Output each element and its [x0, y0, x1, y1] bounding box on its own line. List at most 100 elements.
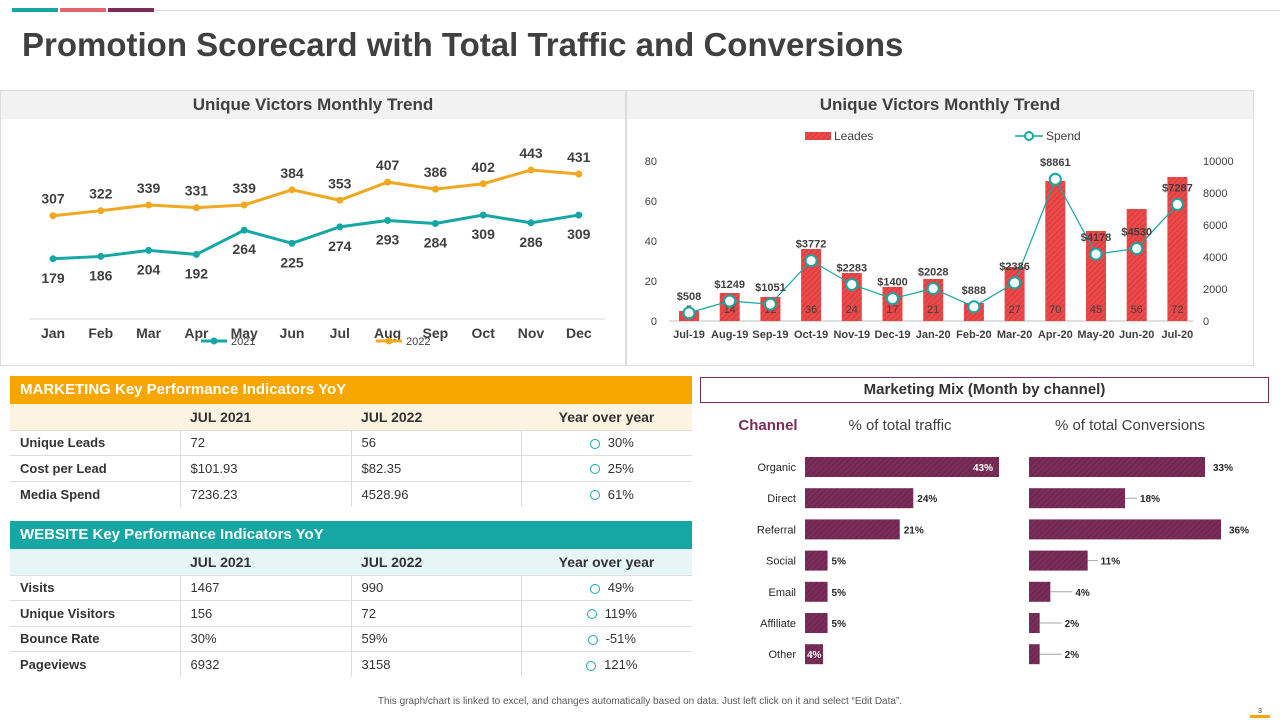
bar-value-label: 36 — [805, 304, 817, 316]
conversion-label: 18% — [1140, 494, 1160, 505]
conversion-bar — [1029, 457, 1205, 477]
bar-leades — [1126, 209, 1147, 321]
x-tick-label: May — [231, 325, 258, 341]
channel-label: Social — [766, 556, 796, 568]
traffic-bar — [805, 613, 828, 633]
data-point — [192, 250, 200, 258]
spend-label: $1249 — [714, 279, 745, 291]
x-tick-label: Jul-19 — [673, 329, 705, 341]
data-point — [431, 219, 439, 227]
kpi-yoy: 25% — [520, 455, 692, 481]
kpi-label: Bounce Rate — [10, 625, 180, 652]
x-tick-label: Oct — [472, 325, 496, 341]
table-row: Bounce Rate 30% 59% -51% — [10, 625, 692, 652]
conversion-bar — [1029, 519, 1221, 540]
data-point — [288, 186, 296, 194]
traffic-bar — [805, 550, 828, 571]
spend-label: $508 — [677, 291, 701, 303]
combo-chart: 02040608002000400060008000100005Jul-1914… — [645, 129, 1234, 341]
y-left-tick-label: 20 — [645, 276, 657, 288]
legend-marker — [210, 337, 218, 345]
table-row: Visits 1467 990 49% — [10, 574, 692, 601]
accent-bar-teal — [12, 8, 58, 12]
traffic-header: % of total traffic — [848, 417, 952, 434]
legend-marker-spend — [1024, 131, 1034, 141]
kpi-yoy-value: -51% — [605, 631, 636, 647]
traffic-bar — [805, 644, 824, 665]
x-tick-label: Apr — [184, 325, 209, 341]
marketing-kpi-header-row: JUL 2021 JUL 2022 Year over year — [10, 404, 692, 430]
spend-point — [1130, 242, 1144, 256]
website-kpi-table: JUL 2021 JUL 2022 Year over year Visits 1… — [10, 549, 692, 677]
col-header-jul2021: JUL 2021 — [190, 553, 252, 570]
top-rule — [154, 10, 1280, 11]
series-line-2021 — [52, 213, 580, 261]
kpi-value-2021: 156 — [179, 600, 351, 626]
accent-bar-purple — [108, 8, 154, 12]
kpi-value-2021: 30% — [179, 625, 351, 652]
table-row: Unique Visitors 156 72 119% — [10, 600, 692, 626]
data-label: 192 — [185, 265, 209, 281]
x-tick-label: May-20 — [1077, 329, 1114, 341]
status-circle-icon — [587, 634, 598, 645]
legend-marker — [385, 337, 393, 345]
traffic-label: 4% — [807, 650, 822, 661]
data-point — [431, 185, 439, 193]
traffic-label: 21% — [904, 525, 924, 536]
kpi-yoy-value: 49% — [607, 580, 634, 596]
x-tick-label: Feb — [88, 325, 113, 341]
spend-point — [1089, 247, 1103, 261]
page-number: 3 — [1250, 708, 1270, 718]
x-tick-label: Dec-19 — [874, 329, 910, 341]
x-tick-label: Mar — [136, 325, 161, 341]
data-label: 309 — [567, 226, 591, 242]
marketing-mix-chart: Channel % of total traffic % of total Conv… — [738, 417, 1249, 665]
data-label: 307 — [41, 191, 65, 207]
data-point — [575, 211, 583, 219]
accent-bar-red — [60, 8, 106, 12]
y-left-tick-label: 0 — [651, 316, 657, 328]
website-kpi-title: WEBSITE Key Performance Indicators YoY — [10, 521, 692, 549]
kpi-value-2022: 72 — [350, 600, 521, 626]
channel-label: Other — [768, 649, 796, 661]
traffic-bar — [805, 488, 914, 509]
x-tick-label: Apr-20 — [1038, 329, 1073, 341]
traffic-label: 24% — [917, 494, 937, 505]
traffic-bar — [805, 457, 999, 477]
data-label: 353 — [328, 175, 352, 191]
traffic-bar — [805, 519, 900, 540]
y-left-tick-label: 80 — [645, 156, 657, 168]
data-point — [97, 207, 105, 215]
data-label: 179 — [41, 270, 65, 286]
spend-point — [886, 292, 899, 306]
data-point — [288, 239, 296, 247]
legend-label-2022: 2022 — [406, 336, 430, 348]
channel-label: Email — [768, 587, 796, 599]
data-point — [49, 212, 57, 220]
line-chart-title: Unique Victors Monthly Trend — [1, 91, 625, 119]
kpi-value-2021: 72 — [179, 429, 351, 456]
data-label: 431 — [567, 149, 591, 165]
kpi-yoy: -51% — [520, 625, 692, 652]
bar-leades — [1167, 177, 1188, 321]
data-label: 339 — [137, 180, 161, 196]
kpi-yoy: 49% — [520, 574, 692, 601]
marketing-kpi-block: MARKETING Key Performance Indicators YoY… — [10, 376, 692, 507]
spend-label: $1400 — [877, 277, 908, 289]
y-right-tick-label: 4000 — [1203, 252, 1227, 264]
kpi-yoy: 121% — [520, 651, 692, 677]
conversion-label: 33% — [1213, 463, 1233, 474]
spend-label: $7287 — [1162, 182, 1193, 194]
y-left-tick-label: 60 — [645, 196, 657, 208]
data-point — [97, 252, 105, 260]
kpi-label: Unique Leads — [10, 429, 180, 456]
col-header-jul2022: JUL 2022 — [361, 553, 423, 570]
data-label: 264 — [233, 241, 257, 257]
kpi-yoy-value: 121% — [604, 657, 638, 672]
x-tick-label: Mar-20 — [997, 329, 1032, 341]
traffic-bar — [805, 581, 828, 602]
bar-leades — [801, 249, 822, 321]
bar-value-label: 21 — [927, 304, 939, 316]
traffic-label: 5% — [832, 588, 847, 599]
kpi-label: Pageviews — [10, 651, 180, 677]
